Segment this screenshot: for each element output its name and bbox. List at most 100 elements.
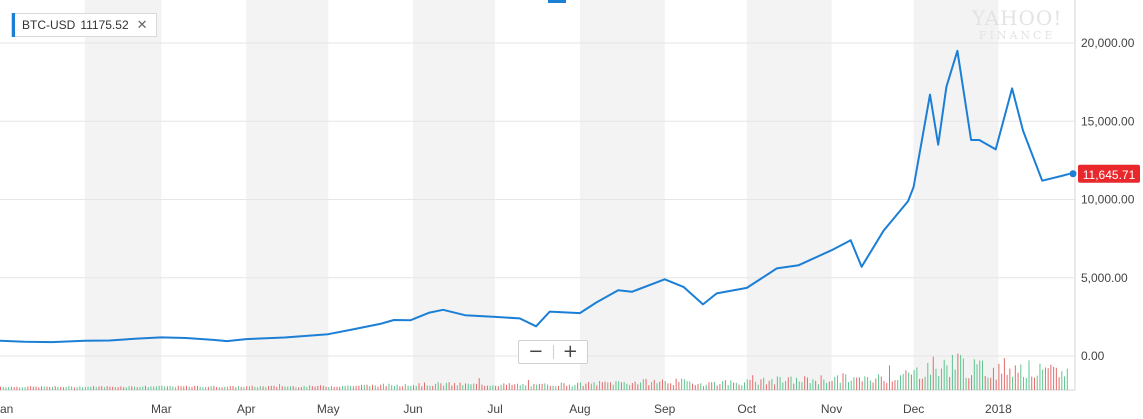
series-legend-chip[interactable]: BTC-USD 11175.52 ✕	[11, 13, 157, 37]
close-icon[interactable]: ✕	[136, 17, 148, 32]
volume-bar	[43, 386, 45, 390]
volume-bar	[984, 375, 986, 390]
volume-bar	[117, 387, 119, 390]
volume-bar	[51, 386, 53, 390]
volume-bar	[454, 383, 456, 390]
volume-bar	[664, 381, 666, 390]
volume-bar	[462, 385, 464, 390]
volume-bar	[585, 383, 587, 390]
volume-bar	[13, 387, 15, 390]
volume-bar	[648, 385, 650, 390]
volume-bar	[142, 386, 144, 390]
volume-bar	[136, 387, 138, 390]
watermark-line2: FINANCE	[978, 29, 1056, 42]
volume-bar	[656, 383, 658, 390]
volume-bar	[16, 386, 18, 390]
volume-bar	[932, 356, 934, 390]
volume-bar	[568, 384, 570, 390]
volume-bar	[402, 386, 404, 390]
volume-bar	[492, 385, 494, 390]
volume-bar	[216, 387, 218, 390]
volume-bar	[566, 385, 568, 390]
volume-bar	[358, 385, 360, 390]
volume-bar	[593, 382, 595, 390]
volume-bar	[259, 386, 261, 390]
volume-bar	[672, 385, 674, 390]
zoom-divider	[552, 345, 554, 359]
volume-bar	[210, 386, 212, 390]
volume-bar	[232, 386, 234, 390]
volume-bar	[254, 386, 256, 390]
volume-bar	[697, 383, 699, 390]
volume-bar	[1036, 375, 1038, 390]
volume-bar	[705, 384, 707, 390]
volume-bar	[724, 380, 726, 390]
volume-bar	[1066, 368, 1068, 390]
volume-bar	[1025, 377, 1027, 390]
x-tick-label: May	[317, 402, 340, 416]
volume-bar	[399, 386, 401, 390]
volume-bar	[1033, 377, 1035, 390]
volume-bar	[782, 382, 784, 390]
volume-bar	[878, 374, 880, 390]
volume-bar	[413, 385, 415, 390]
month-band	[913, 0, 999, 390]
volume-bar	[284, 386, 286, 390]
y-tick-label: 5,000.00	[1081, 271, 1128, 285]
volume-bar	[689, 381, 691, 390]
volume-bar	[38, 387, 40, 390]
volume-bar	[872, 382, 874, 390]
volume-bar	[946, 365, 948, 390]
volume-bar	[1050, 364, 1052, 390]
volume-bar	[443, 385, 445, 390]
volume-bar	[817, 384, 819, 390]
volume-bar	[465, 383, 467, 390]
volume-bar	[971, 375, 973, 390]
volume-bar	[634, 381, 636, 390]
volume-bar	[276, 386, 278, 390]
volume-bar	[1003, 358, 1005, 390]
volume-bar	[629, 384, 631, 390]
series-symbol: BTC-USD	[22, 18, 76, 32]
volume-bar	[1064, 376, 1066, 390]
volume-bar	[328, 387, 330, 390]
zoom-in-button[interactable]: +	[554, 341, 588, 363]
volume-bar	[582, 385, 584, 390]
volume-bar	[774, 384, 776, 390]
volume-bar	[270, 385, 272, 390]
y-tick-label: 10,000.00	[1081, 193, 1135, 207]
volume-bar	[809, 382, 811, 390]
volume-bar	[205, 386, 207, 390]
volume-bar	[749, 379, 751, 390]
volume-bar	[694, 385, 696, 390]
price-line	[0, 49, 1070, 344]
volume-bar	[393, 386, 395, 390]
volume-bar	[850, 380, 852, 390]
x-tick-label: Apr	[237, 402, 256, 416]
volume-bar	[169, 385, 171, 390]
volume-bar	[224, 386, 226, 390]
volume-bar	[943, 359, 945, 390]
volume-bar	[177, 385, 179, 390]
volume-bar	[410, 385, 412, 390]
zoom-out-button[interactable]: −	[519, 341, 553, 363]
volume-bar	[618, 381, 620, 390]
volume-bar	[1009, 368, 1011, 390]
volume-bar	[730, 380, 732, 390]
x-tick-label: Jul	[487, 402, 502, 416]
volume-bar	[607, 382, 609, 390]
watermark-line1: YAHOO!	[972, 6, 1063, 30]
volume-bar	[615, 381, 617, 390]
volume-bar	[445, 382, 447, 390]
volume-bar	[609, 382, 611, 390]
volume-bar	[456, 385, 458, 390]
volume-bar	[620, 382, 622, 390]
volume-bar	[207, 386, 209, 390]
volume-bar	[175, 387, 177, 390]
volume-bar	[785, 380, 787, 390]
volume-bar	[998, 363, 1000, 390]
volume-bar	[590, 383, 592, 390]
volume-bar	[421, 386, 423, 390]
volume-bar	[1042, 369, 1044, 390]
volume-bar	[599, 380, 601, 390]
